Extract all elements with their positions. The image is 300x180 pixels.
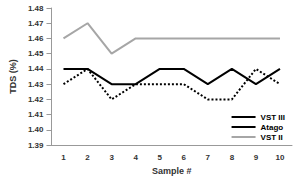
svg-text:VST II: VST II: [261, 133, 283, 142]
svg-text:1.42: 1.42: [28, 95, 44, 104]
svg-text:1.45: 1.45: [28, 49, 44, 58]
svg-text:6: 6: [182, 153, 187, 162]
svg-text:4: 4: [133, 153, 138, 162]
svg-text:Sample #: Sample #: [152, 166, 192, 176]
svg-text:1.44: 1.44: [28, 64, 44, 73]
svg-text:2: 2: [85, 153, 90, 162]
svg-text:1.46: 1.46: [28, 34, 44, 43]
svg-text:9: 9: [254, 153, 259, 162]
svg-text:10: 10: [276, 153, 285, 162]
svg-text:7: 7: [206, 153, 211, 162]
svg-text:1.43: 1.43: [28, 80, 44, 89]
svg-text:VST III: VST III: [261, 113, 285, 122]
svg-text:8: 8: [230, 153, 235, 162]
svg-text:1.47: 1.47: [28, 19, 44, 28]
svg-text:1.41: 1.41: [28, 110, 44, 119]
svg-text:5: 5: [157, 153, 162, 162]
svg-text:1.39: 1.39: [28, 141, 44, 150]
svg-text:1: 1: [61, 153, 66, 162]
svg-text:1.48: 1.48: [28, 4, 44, 13]
svg-text:Atago: Atago: [261, 123, 284, 132]
svg-text:1.40: 1.40: [28, 125, 44, 134]
svg-text:3: 3: [109, 153, 114, 162]
svg-text:TDS (%): TDS (%): [8, 59, 18, 94]
